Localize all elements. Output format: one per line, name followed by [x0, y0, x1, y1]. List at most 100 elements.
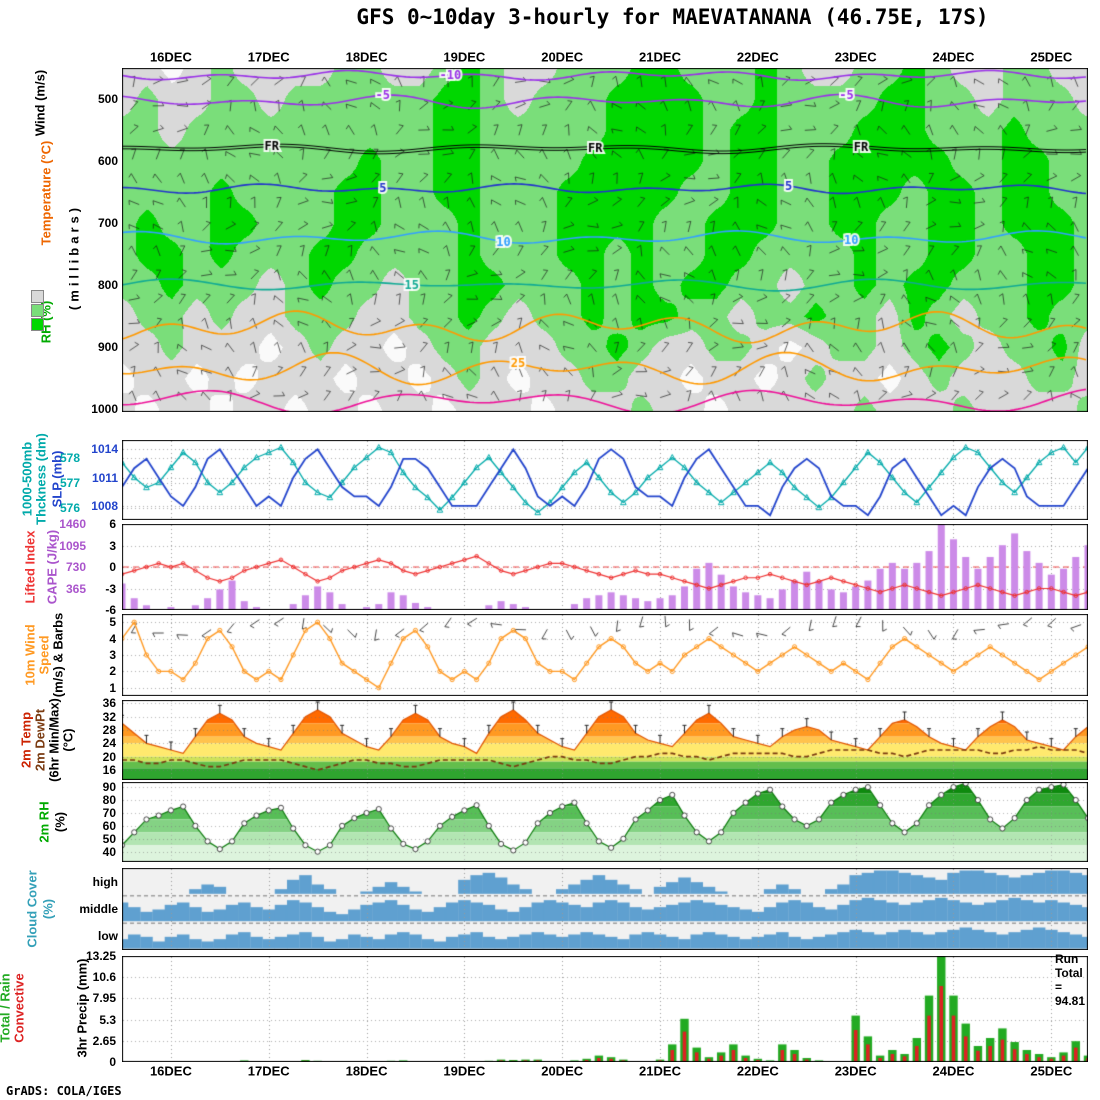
- axis-tick-label: 600: [97, 153, 118, 168]
- axis-label-10m-wind: 10m Wind: [22, 624, 38, 686]
- axis-tick-label: 500: [97, 91, 118, 106]
- axis-tick-label: 28: [102, 723, 116, 737]
- date-label: 20DEC: [541, 49, 584, 65]
- axis-tick-label: 576: [59, 500, 80, 515]
- date-label: 16DEC: [149, 1063, 192, 1079]
- axis-label-lifted-index: Lifted Index: [22, 530, 38, 604]
- rh-colorbar: [31, 290, 44, 332]
- axis-tick-label: 700: [97, 215, 118, 230]
- axis-tick-label: 577: [59, 475, 80, 490]
- date-label: 21DEC: [639, 49, 681, 65]
- cape-lifted-index-panel: [122, 524, 1088, 610]
- date-label: 16DEC: [149, 49, 192, 65]
- slp-thickness-panel: [122, 440, 1088, 520]
- date-label: 24DEC: [932, 1063, 975, 1079]
- axis-tick-label: 20: [102, 749, 116, 764]
- axis-label-rh-pct: (%): [52, 811, 68, 833]
- axis-tick-label: 1095: [59, 538, 86, 553]
- axis-label-millibars: (millibars): [66, 203, 82, 311]
- axis-tick-label: 6: [109, 517, 116, 531]
- axis-tick-label: 90: [102, 780, 116, 795]
- axis-label-degc: (°C): [60, 728, 76, 752]
- date-label: 18DEC: [345, 49, 388, 65]
- axis-label-barbs: (m/s) & Barbs: [50, 612, 66, 698]
- grads-credit: GrADS: COLA/IGES: [6, 1084, 122, 1098]
- axis-tick-label: 365: [65, 581, 86, 596]
- axis-tick-label: 60: [102, 818, 116, 833]
- date-label: 22DEC: [736, 1063, 779, 1079]
- date-label: 17DEC: [247, 1063, 290, 1079]
- cloud-row-label: low: [98, 929, 118, 944]
- axis-tick-label: 1011: [91, 470, 118, 485]
- axis-tick-label: -3: [105, 581, 116, 596]
- axis-tick-label: 7.95: [92, 991, 116, 1006]
- axis-label-thickness-2: Thckness (dm): [33, 433, 49, 525]
- axis-tick-label: 40: [102, 844, 116, 859]
- temp-dewpoint-panel: [122, 700, 1088, 780]
- axis-tick-label: 13.25: [85, 949, 116, 963]
- axis-tick-label: 1008: [91, 498, 118, 513]
- axis-label-3hr-precip: 3hr Precip (mm): [74, 958, 90, 1058]
- wind10m-panel: [122, 614, 1088, 696]
- cloud-cover-panel: [122, 868, 1088, 950]
- axis-label-temperature: Temperature (°C): [38, 140, 54, 246]
- axis-label-convective: Convective: [11, 973, 27, 1043]
- axis-label-2m-temp: 2m Temp: [18, 711, 34, 769]
- axis-label-thickness-1: 1000-500mb: [19, 441, 35, 517]
- axis-tick-label: 800: [97, 277, 118, 292]
- date-label: 18DEC: [345, 1063, 388, 1079]
- date-label: 23DEC: [834, 1063, 877, 1079]
- axis-label-2m-rh: 2m RH: [36, 801, 52, 843]
- cloud-row-label: middle: [79, 902, 118, 916]
- rh-colorbar-cell: [31, 290, 44, 303]
- axis-tick-label: 36: [102, 696, 116, 711]
- axis-tick-label: 2: [109, 664, 116, 679]
- axis-tick-label: 4: [109, 631, 116, 646]
- rh2m-panel: [122, 782, 1088, 862]
- precip-panel: [122, 956, 1088, 1062]
- date-label: 22DEC: [736, 49, 779, 65]
- axis-label-minmax: (6hr Min/Max): [46, 698, 62, 782]
- axis-tick-label: 1014: [91, 442, 118, 457]
- axis-tick-label: 70: [102, 805, 116, 820]
- axis-tick-label: 5.3: [99, 1012, 116, 1027]
- axis-tick-label: 730: [65, 560, 86, 574]
- date-label: 19DEC: [443, 1063, 486, 1079]
- cross-section-panel: [122, 68, 1088, 412]
- date-label: 19DEC: [443, 49, 486, 65]
- axis-tick-label: 0: [109, 1055, 116, 1069]
- run-total-label: Run Total = 94.81: [1054, 952, 1085, 1008]
- date-label: 17DEC: [247, 49, 290, 65]
- date-label: 25DEC: [1030, 49, 1073, 65]
- axis-tick-label: 1000: [91, 401, 118, 416]
- axis-tick-label: 1460: [59, 517, 86, 531]
- axis-label-2m-dewpt: 2m DewPt: [32, 708, 48, 772]
- axis-tick-label: 50: [102, 831, 116, 846]
- date-label: 24DEC: [932, 49, 975, 65]
- axis-label-wind: Wind (m/s): [32, 69, 48, 137]
- axis-label-cloud-pct: (%): [40, 898, 56, 920]
- date-label: 23DEC: [834, 49, 877, 65]
- axis-tick-label: 32: [102, 709, 116, 724]
- axis-tick-label: 10.6: [92, 970, 116, 985]
- axis-tick-label: 80: [102, 793, 116, 808]
- axis-label-cloud-cover: Cloud Cover: [24, 870, 40, 948]
- axis-tick-label: 1: [109, 680, 116, 695]
- axis-label-cape: CAPE (J/kg): [44, 529, 60, 605]
- rh-colorbar-cell: [31, 304, 44, 317]
- chart-title: GFS 0~10day 3-hourly for MAEVATANANA (46…: [356, 5, 989, 29]
- date-label: 20DEC: [541, 1063, 584, 1079]
- axis-tick-label: 2.65: [92, 1033, 116, 1048]
- cloud-row-label: high: [92, 874, 118, 889]
- axis-tick-label: 900: [97, 339, 118, 354]
- date-label: 21DEC: [639, 1063, 681, 1079]
- axis-tick-label: 3: [109, 538, 116, 553]
- axis-tick-label: 578: [59, 450, 80, 465]
- axis-tick-label: -6: [105, 603, 116, 617]
- axis-tick-label: 3: [109, 648, 116, 662]
- date-label: 25DEC: [1030, 1063, 1073, 1079]
- axis-tick-label: 24: [102, 736, 116, 751]
- axis-tick-label: 16: [102, 763, 116, 777]
- axis-label-speed: Speed: [36, 635, 52, 675]
